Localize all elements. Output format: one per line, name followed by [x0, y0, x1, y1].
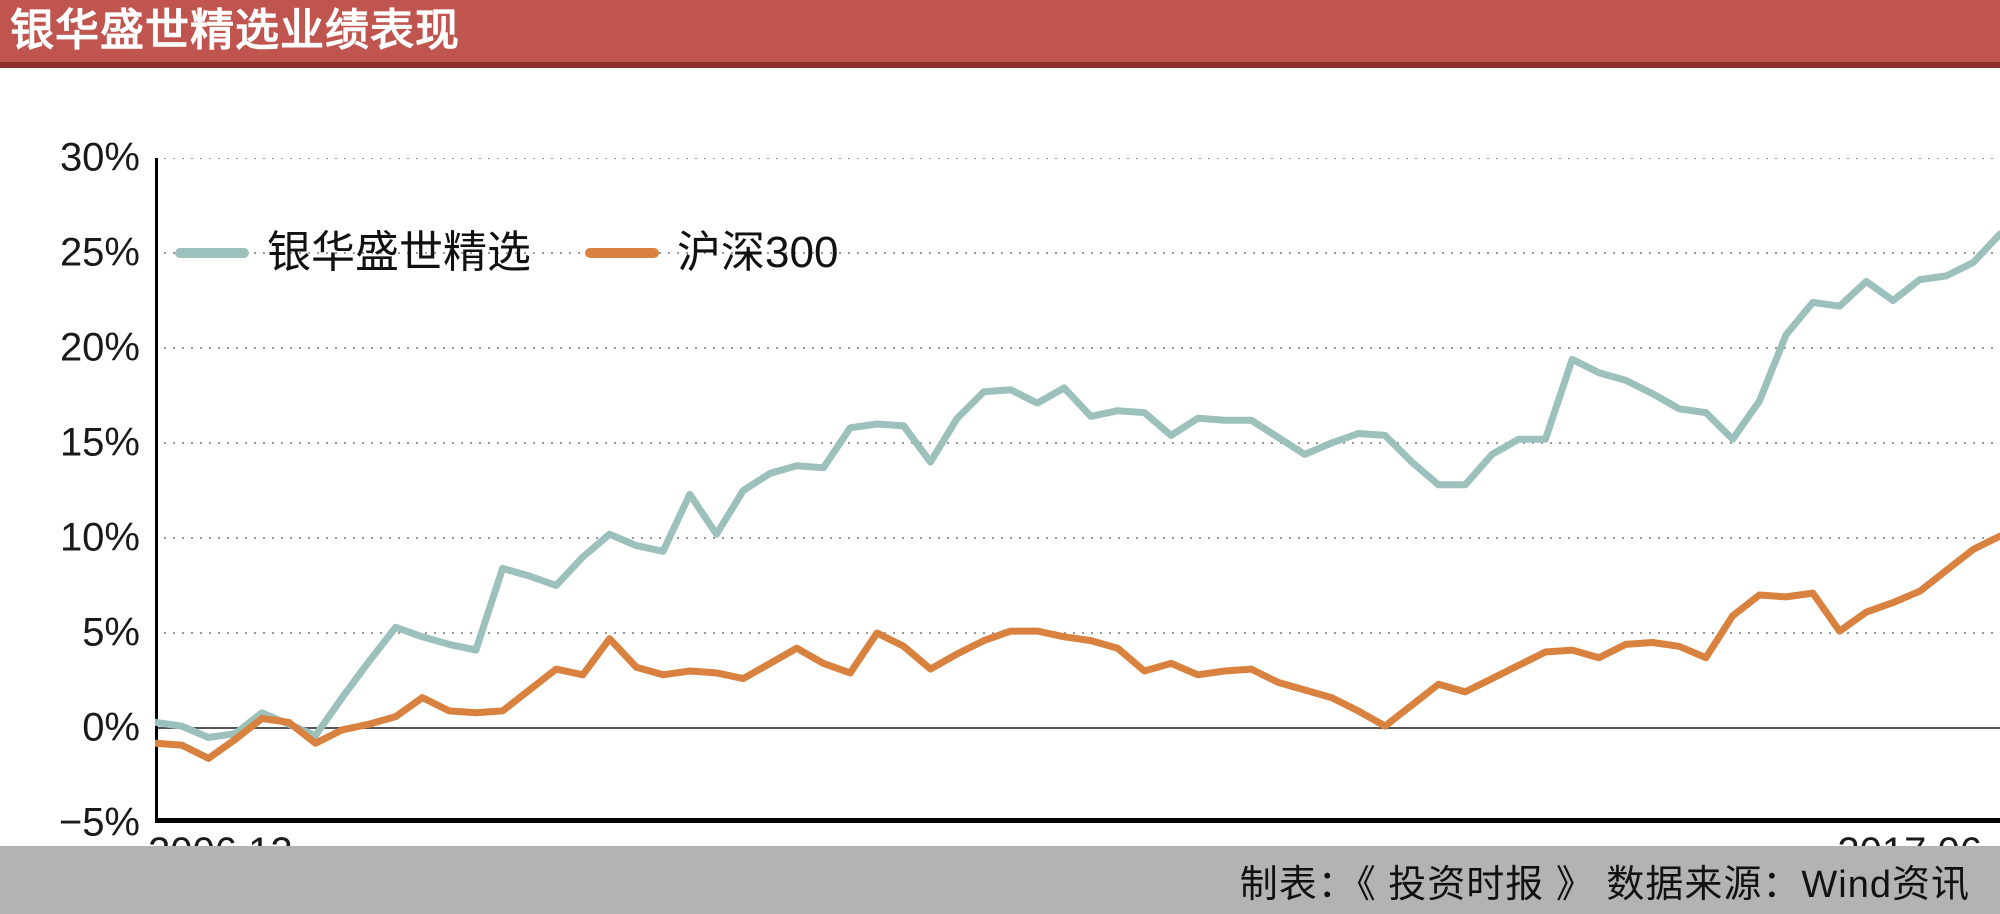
legend-item-fund: 银华盛世精选: [175, 231, 531, 275]
chart-legend: 银华盛世精选 沪深300: [175, 231, 838, 275]
title-banner: 银华盛世精选业绩表现: [0, 0, 2000, 62]
page-title: 银华盛世精选业绩表现: [10, 6, 460, 55]
chart-container: 30% 25% 20% 15% 10% 5% 0% −5% 银华盛世精选 沪深3…: [0, 68, 2000, 874]
series-line-benchmark: [155, 532, 2000, 762]
y-tick-label: 20%: [59, 325, 140, 370]
y-tick-label: 25%: [59, 230, 140, 275]
footer-band: 制表：《 投资时报 》 数据来源：Wind资讯: [0, 846, 2000, 914]
y-tick-label: 30%: [59, 135, 140, 180]
legend-label-benchmark: 沪深300: [677, 228, 839, 277]
footer-credit: 制表：《 投资时报 》 数据来源：Wind资讯: [1239, 863, 1970, 906]
y-tick-label: −5%: [58, 800, 140, 845]
y-axis-tick-labels: 30% 25% 20% 15% 10% 5% 0% −5%: [0, 136, 140, 845]
chart-svg: [155, 158, 2000, 823]
title-underline-rule: [0, 62, 2000, 68]
legend-swatch-fund: [175, 248, 249, 258]
y-tick-label: 15%: [59, 420, 140, 465]
y-tick-label: 0%: [82, 705, 140, 750]
y-tick-label: 10%: [59, 515, 140, 560]
legend-item-benchmark: 沪深300: [585, 231, 838, 275]
plot-region: [155, 158, 2000, 823]
legend-swatch-benchmark: [585, 248, 659, 258]
legend-label-fund: 银华盛世精选: [267, 228, 531, 277]
y-tick-label: 5%: [82, 610, 140, 655]
series-line-fund: [155, 230, 2000, 741]
